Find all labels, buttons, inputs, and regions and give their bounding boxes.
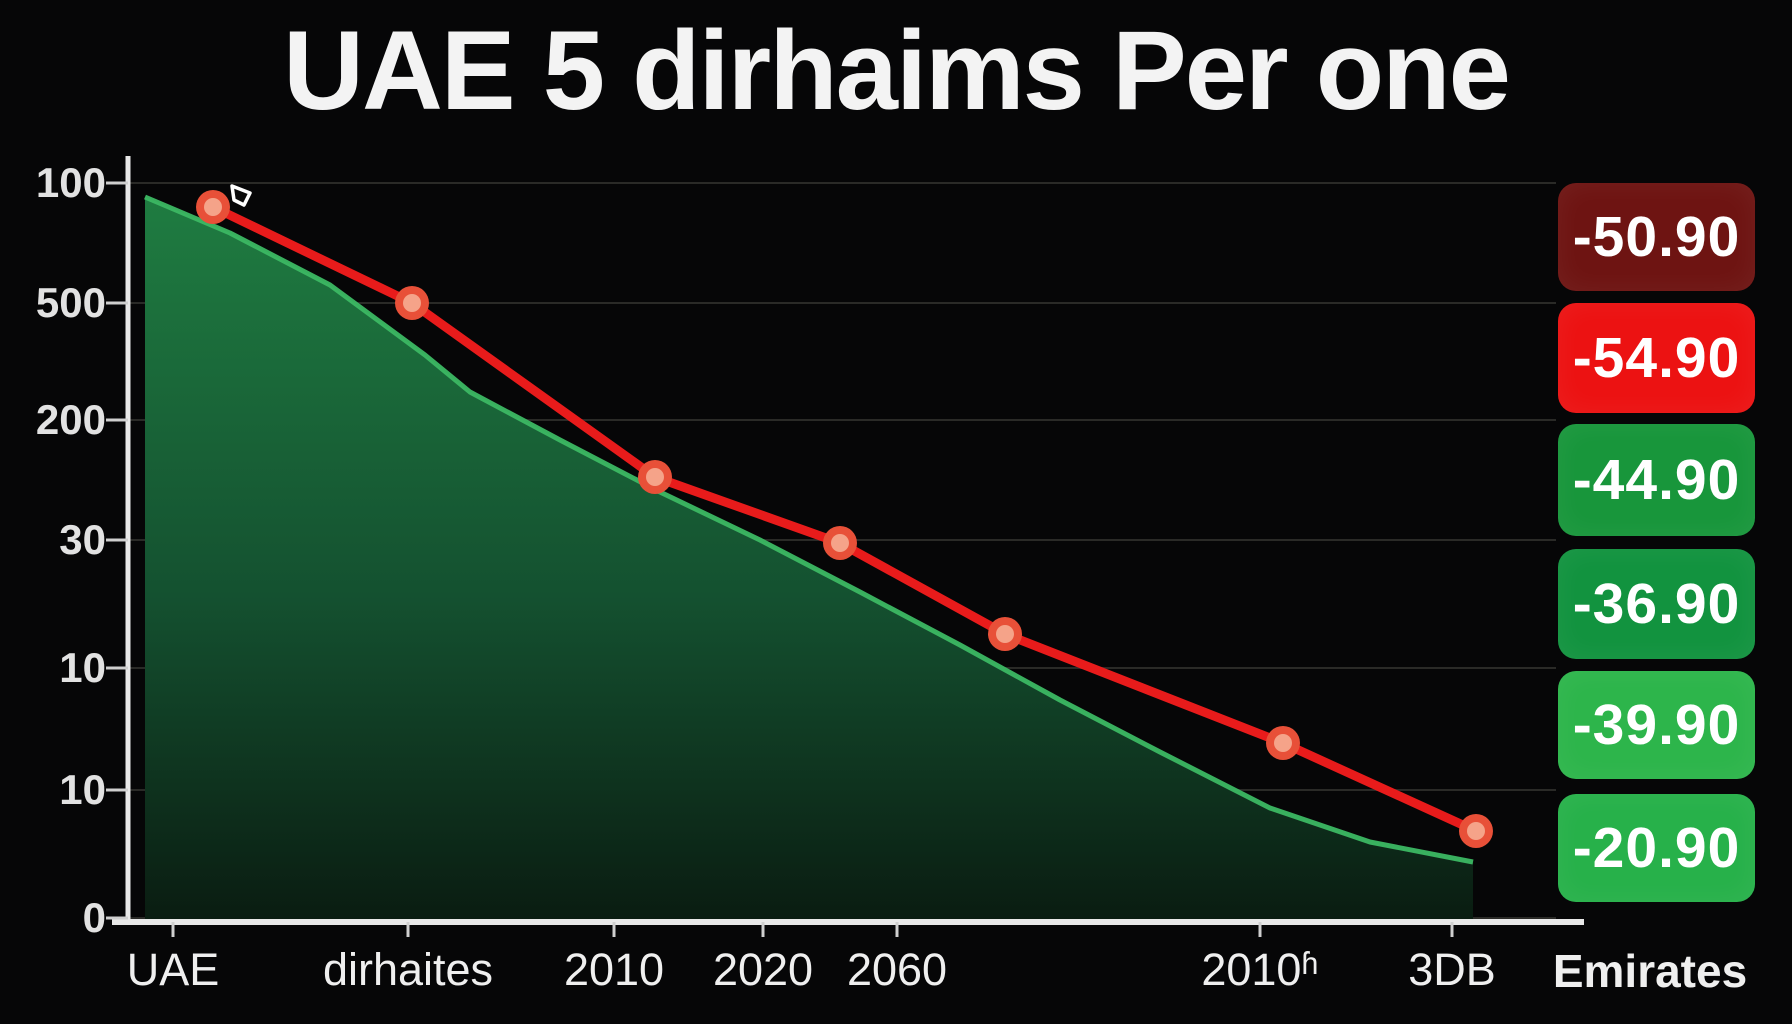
x-tick-label: 3DB [1408, 944, 1496, 995]
x-tick-label: 2010 [563, 944, 665, 995]
y-tick-label: 10 [59, 766, 106, 813]
data-point-marker-core [204, 198, 222, 216]
x-tick-label: 2020 [712, 944, 814, 995]
data-point-marker-core [1274, 734, 1292, 752]
y-tick-label: 30 [59, 516, 106, 563]
x-tick-label: Emirates [1552, 945, 1748, 997]
data-point-marker-core [1467, 822, 1485, 840]
x-tick-label: 2010ʱ [1201, 944, 1319, 995]
value-badge: -20.90 [1558, 794, 1755, 902]
data-point-marker-core [646, 468, 664, 486]
y-tick-label: 200 [35, 396, 106, 443]
chart-title: UAE 5 dirhaims Per one [283, 8, 1511, 133]
x-tick-label: 2060 [846, 944, 948, 995]
x-tick-label: dirhaites [322, 944, 494, 995]
data-point-marker-core [831, 534, 849, 552]
area-series-fill [145, 197, 1473, 922]
x-tick-label: UAE [126, 944, 220, 995]
y-tick-label: 500 [35, 279, 106, 326]
value-badge: -36.90 [1558, 549, 1755, 659]
value-badge: -39.90 [1558, 671, 1755, 779]
y-tick-label: 0 [82, 894, 106, 941]
value-badge: -44.90 [1558, 424, 1755, 536]
data-point-marker-core [996, 625, 1014, 643]
y-tick-label: 10 [59, 644, 106, 691]
area-series-edge [144, 194, 1474, 865]
value-badge: -50.90 [1558, 183, 1755, 291]
value-badge: -54.90 [1558, 303, 1755, 413]
cursor-artifact-icon [230, 184, 252, 207]
data-point-marker-core [403, 294, 421, 312]
y-tick-label: 100 [35, 159, 106, 206]
